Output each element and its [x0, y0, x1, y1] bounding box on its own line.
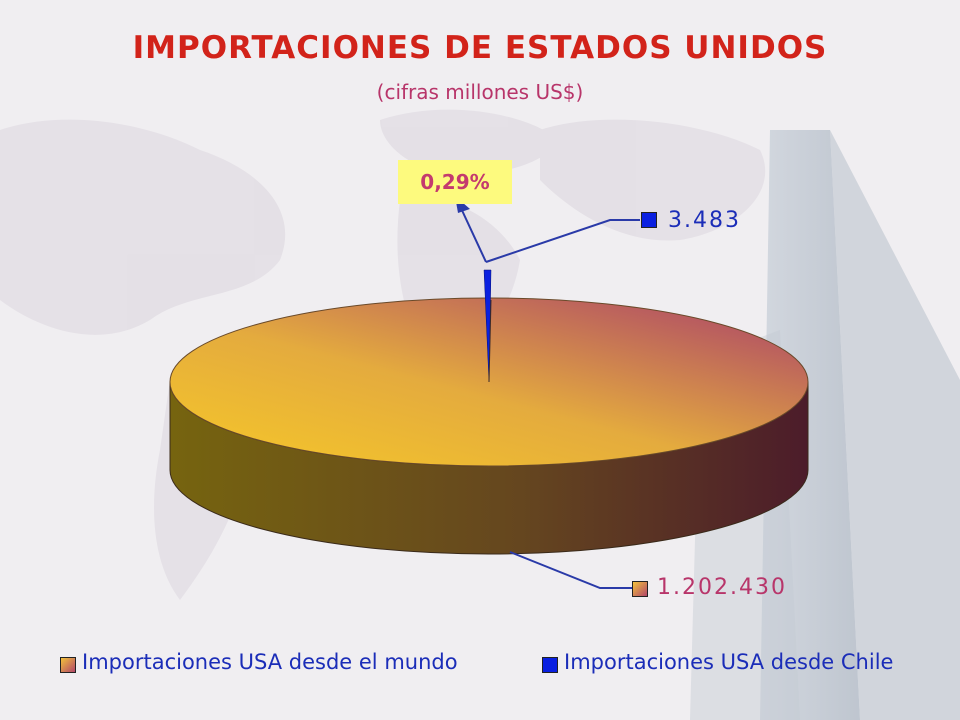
legend-item-world: Importaciones USA desde el mundo [82, 650, 458, 674]
legend-swatch-chile [542, 657, 558, 673]
chart-legend: Importaciones USA desde el mundo Importa… [60, 650, 920, 684]
percentage-annotation: 0,29% [398, 160, 512, 204]
legend-item-chile: Importaciones USA desde Chile [564, 650, 894, 674]
page-subtitle: (cifras millones US$) [376, 80, 584, 104]
legend-swatch-world [60, 657, 76, 673]
world-value-swatch [632, 581, 648, 597]
chile-value-label: 3.483 [668, 208, 741, 233]
world-value-label: 1.202.430 [657, 575, 787, 600]
chile-value-swatch [641, 212, 657, 228]
leader-lines [459, 205, 640, 589]
page-title: IMPORTACIONES DE ESTADOS UNIDOS [132, 30, 828, 66]
